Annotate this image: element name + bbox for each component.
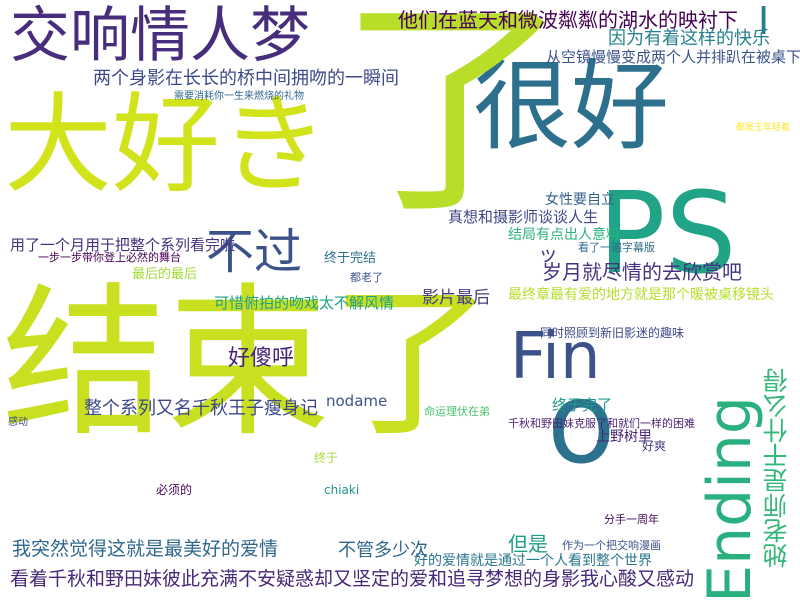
word-tsu: ッ [538,242,558,266]
word-ending-film: 影片最后 [422,288,490,308]
word-empty-shot: 从空镜慢慢变成两个人并排趴在被桌下 [546,48,800,66]
word-kiss-on-bridge: 两个身影在长长的桥中间拥吻的一瞬间 [93,68,399,89]
word-women-independent: 女性要自立 [545,192,615,208]
word-years-enjoy: 岁月就尽情的去欣赏吧 [542,260,742,284]
word-one-month: 用了一个月用于把整个系列看完啦 [10,236,236,254]
word-ending: Ending [695,396,765,600]
word-dou-lao-le: 都老了 [350,271,383,284]
word-teacher-question: 她老师是干什么得 [762,368,791,568]
word-fate: 命运理伏在弟 [424,405,490,418]
word-blue-sky-lake: 他们在蓝天和微波粼粼的湖水的映衬下 [398,8,738,32]
word-step-by-step: 一步一步带你登上必然的舞台 [38,251,181,264]
word-one-year-breakup: 分手一周年 [604,513,659,526]
word-nodame: nodame [326,392,388,410]
word-watched-subtitle: 看了一遍字幕版 [578,241,655,254]
word-fin: Fin [510,320,601,394]
word-slimming-note: 整个系列又名千秋王子瘦身记 [84,398,318,419]
word-i: I [758,0,770,43]
word-daisuki: 大好き [4,83,329,208]
word-lifetime-gift: 需要消耗你一生来燃烧的礼物 [174,91,304,102]
word-good-love-world: 好的爱情就是通过一个人看到整个世界 [414,553,652,569]
word-silly: 好傻呼 [228,346,295,371]
word-as-a-fan: 作为一个把交响漫画 [562,539,661,552]
word-overhead-kiss: 可惜俯拍的吻戏太不解风情 [214,294,395,312]
word-o: o [547,359,616,489]
word-haoshuang: 好爽 [642,439,667,453]
word-moved-by-love: 看着千秋和野田妹彼此充满不安疑惑却又坚定的爱和追寻梦想的身影我心酸又感动 [10,568,695,590]
word-but: 但是 [508,532,548,556]
word-ps: PS [598,169,737,299]
word-overcome-difficulty: 千秋和野田妹克服了和就们一样的困难 [508,417,695,430]
word-kotatsu-camera: 最终章最有爱的地方就是那个暖被桌移镜头 [508,287,774,303]
word-finally-done: 终于完了 [552,396,613,414]
word-chiaki: chiaki [324,483,360,497]
word-gandong: 感动 [8,417,28,428]
word-talk-to-photographer: 真想和摄影师谈谈人生 [448,208,599,226]
word-most-beautiful-love: 我突然觉得这就是最美好的爱情 [12,538,279,560]
word-unexpected-ending: 结局有点出人意料 [508,227,620,243]
word-finally-finished: 终于完结 [324,251,377,266]
word-zhongyu: 终于 [314,451,339,465]
word-nodame-cantabile: 交响情人梦 [10,1,310,71]
word-jieshu-le: 结束了 [2,268,495,459]
word-buguo: 不过 [206,224,303,280]
word-ueno-juri: 上野树里 [596,429,652,445]
word-the-very-last: 最后的最后 [132,267,198,282]
word-necessary: 必须的 [156,483,193,497]
word-both-fans: 同时照顾到新旧影迷的趣味 [540,326,685,340]
word-happiness: 因为有着这样的快乐 [608,28,770,49]
word-henhao: 很好 [473,50,670,164]
word-le-large: 了 [338,0,571,245]
word-no-matter-how-many-times: 不管多少次 [338,540,428,561]
word-still-young: 都是王年轻着 [736,123,791,133]
